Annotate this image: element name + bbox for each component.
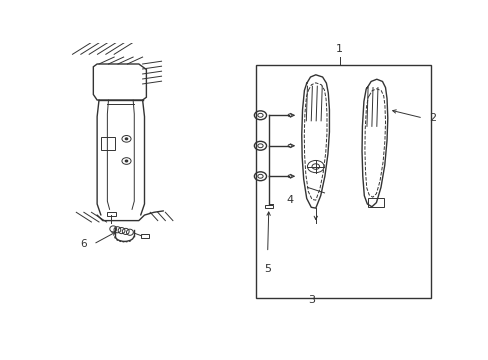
Circle shape — [125, 138, 127, 140]
Text: 2: 2 — [428, 113, 435, 123]
Bar — [107, 212, 115, 216]
Text: 4: 4 — [286, 195, 293, 205]
Bar — [367, 198, 383, 207]
Bar — [264, 204, 272, 208]
Text: 1: 1 — [335, 44, 343, 54]
Bar — [256, 66, 430, 298]
Text: 3: 3 — [307, 296, 314, 305]
Text: 6: 6 — [80, 239, 86, 249]
Circle shape — [125, 160, 127, 162]
Text: 5: 5 — [264, 264, 271, 274]
Bar — [140, 234, 148, 238]
Bar — [101, 136, 115, 150]
